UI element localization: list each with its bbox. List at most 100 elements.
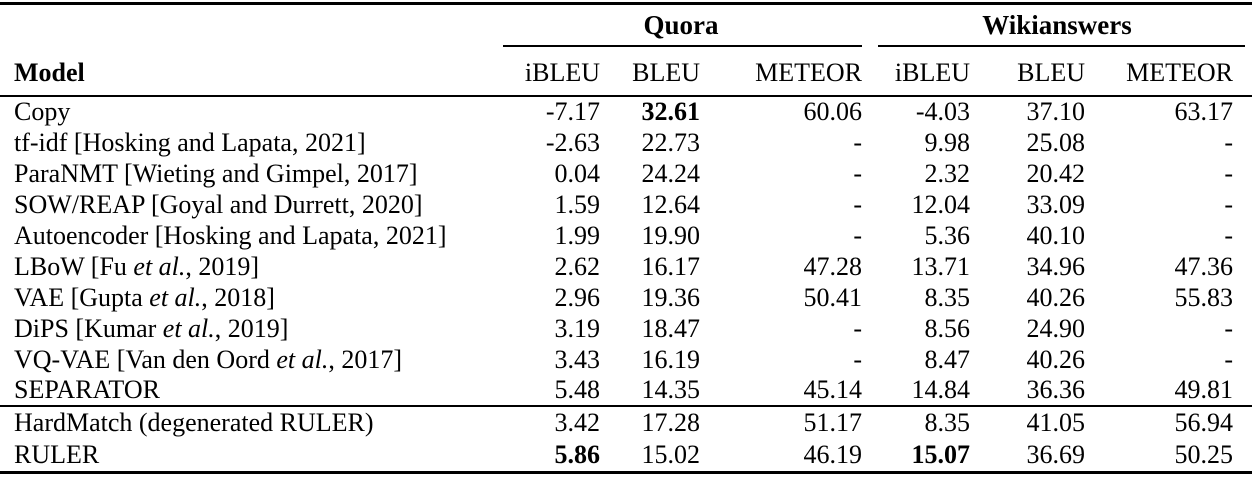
column-header-row: Model iBLEU BLEU METEOR iBLEU BLEU METEO… [0,47,1252,96]
metric-cell: 33.09 [1026,189,1086,219]
metric-cell: - [1224,127,1234,157]
metric-cell: 5.86 [554,439,601,469]
model-cell: HardMatch (degenerated RULER) [14,408,374,437]
metric-cell: 36.69 [1026,439,1086,469]
metric-cell: 8.35 [924,408,971,437]
metric-cell: -7.17 [545,97,600,126]
table-row: SOW/REAP [Goyal and Durrett, 2020] 1.59 … [0,189,1252,220]
metric-cell: - [1224,313,1234,343]
metric-cell: - [1224,189,1234,219]
column-header-quora-meteor: METEOR [755,58,863,87]
metric-cell: 12.64 [641,189,701,219]
model-cell: DiPS [Kumar et al., 2019] [14,313,289,343]
metric-cell: - [853,220,863,250]
metric-cell: 9.98 [924,127,971,157]
metric-cell: 32.61 [641,97,701,126]
metric-cell: 2.96 [554,282,601,312]
metric-cell: 56.94 [1174,408,1234,437]
table-row: SEPARATOR 5.48 14.35 45.14 14.84 36.36 4… [0,375,1252,406]
model-cell: ParaNMT [Wieting and Gimpel, 2017] [14,158,418,188]
model-cell: Copy [14,97,71,126]
wikianswers-cmidrule [878,45,1246,47]
metric-cell: 50.25 [1174,439,1234,469]
metric-cell: 40.10 [1026,220,1086,250]
metric-cell: 19.90 [641,220,701,250]
metric-cell: 1.59 [554,189,601,219]
model-cell: tf-idf [Hosking and Lapata, 2021] [14,127,366,157]
group-header-quora: Quora [643,9,719,40]
metric-cell: 12.04 [911,189,971,219]
metric-cell: 46.19 [803,439,863,469]
column-header-wiki-bleu: BLEU [1017,58,1086,87]
metric-cell: 55.83 [1174,282,1234,312]
model-cell: SOW/REAP [Goyal and Durrett, 2020] [14,189,423,219]
metric-cell: 5.48 [554,375,601,404]
table-row: RULER 5.86 15.02 46.19 15.07 36.69 50.25 [0,439,1252,472]
metric-cell: 3.43 [554,344,601,374]
table-header: Quora Wikianswers Model iBLEU BLEU METEO… [0,4,1252,96]
metric-cell: 47.28 [803,251,863,281]
metric-cell: - [853,344,863,374]
group-header-row: Quora Wikianswers [0,4,1252,46]
cmidrule-row [0,45,1252,47]
results-table: Quora Wikianswers Model iBLEU BLEU METEO… [0,2,1252,474]
column-header-quora-bleu: BLEU [632,58,700,87]
metric-cell: 37.10 [1026,97,1086,126]
metric-cell: 14.35 [641,375,701,404]
metric-cell: - [853,127,863,157]
metric-cell: 0.04 [554,158,601,188]
table-row: ParaNMT [Wieting and Gimpel, 2017] 0.04 … [0,158,1252,189]
metric-cell: 17.28 [641,408,701,437]
metric-cell: 51.17 [803,408,863,437]
metric-cell: 8.35 [924,282,971,312]
metric-cell: - [1224,344,1234,374]
model-cell: VQ-VAE [Van den Oord et al., 2017] [14,344,403,374]
metric-cell: 24.24 [641,158,701,188]
table-row: tf-idf [Hosking and Lapata, 2021] -2.63 … [0,127,1252,158]
model-cell: RULER [14,439,100,469]
metric-cell: 40.26 [1026,344,1086,374]
table-row: VQ-VAE [Van den Oord et al., 2017] 3.43 … [0,344,1252,375]
metric-cell: - [853,313,863,343]
table-row: HardMatch (degenerated RULER) 3.42 17.28… [0,406,1252,439]
metric-cell: - [853,158,863,188]
baselines-section: Copy -7.17 32.61 60.06 -4.03 37.10 63.17… [0,96,1252,406]
metric-cell: 5.36 [924,220,971,250]
metric-cell: 15.07 [911,439,971,469]
metric-cell: 15.02 [641,439,701,469]
column-header-quora-ibleu: iBLEU [524,58,600,87]
metric-cell: 13.71 [911,251,971,281]
column-header-wiki-meteor: METEOR [1126,58,1234,87]
metric-cell: 16.17 [641,251,701,281]
model-cell: VAE [Gupta et al., 2018] [14,282,275,312]
ruler-section: HardMatch (degenerated RULER) 3.42 17.28… [0,406,1252,472]
metric-cell: 3.42 [554,408,601,437]
corner-cell [0,4,500,46]
column-header-model: Model [14,58,85,87]
metric-cell: 25.08 [1026,127,1086,157]
metric-cell: - [853,189,863,219]
metric-cell: 45.14 [803,375,863,404]
table-row: LBoW [Fu et al., 2019] 2.62 16.17 47.28 … [0,251,1252,282]
metric-cell: 3.19 [554,313,601,343]
model-cell: LBoW [Fu et al., 2019] [14,251,260,281]
metric-cell: 36.36 [1026,375,1086,404]
metric-cell: 40.26 [1026,282,1086,312]
metric-cell: 2.62 [554,251,601,281]
metric-cell: 41.05 [1026,408,1086,437]
metric-cell: 34.96 [1026,251,1086,281]
table-row: Autoencoder [Hosking and Lapata, 2021] 1… [0,220,1252,251]
metric-cell: 49.81 [1174,375,1234,404]
metric-cell: 8.56 [924,313,971,343]
model-cell: SEPARATOR [14,375,160,404]
metric-cell: 16.19 [641,344,701,374]
metric-cell: 19.36 [641,282,701,312]
metric-cell: - [1224,158,1234,188]
metric-cell: 8.47 [924,344,971,374]
group-header-wikianswers: Wikianswers [982,9,1132,40]
metric-cell: -4.03 [915,97,971,126]
metric-cell: - [1224,220,1234,250]
metric-cell: -2.63 [545,127,600,157]
metric-cell: 63.17 [1174,97,1234,126]
metric-cell: 50.41 [803,282,863,312]
